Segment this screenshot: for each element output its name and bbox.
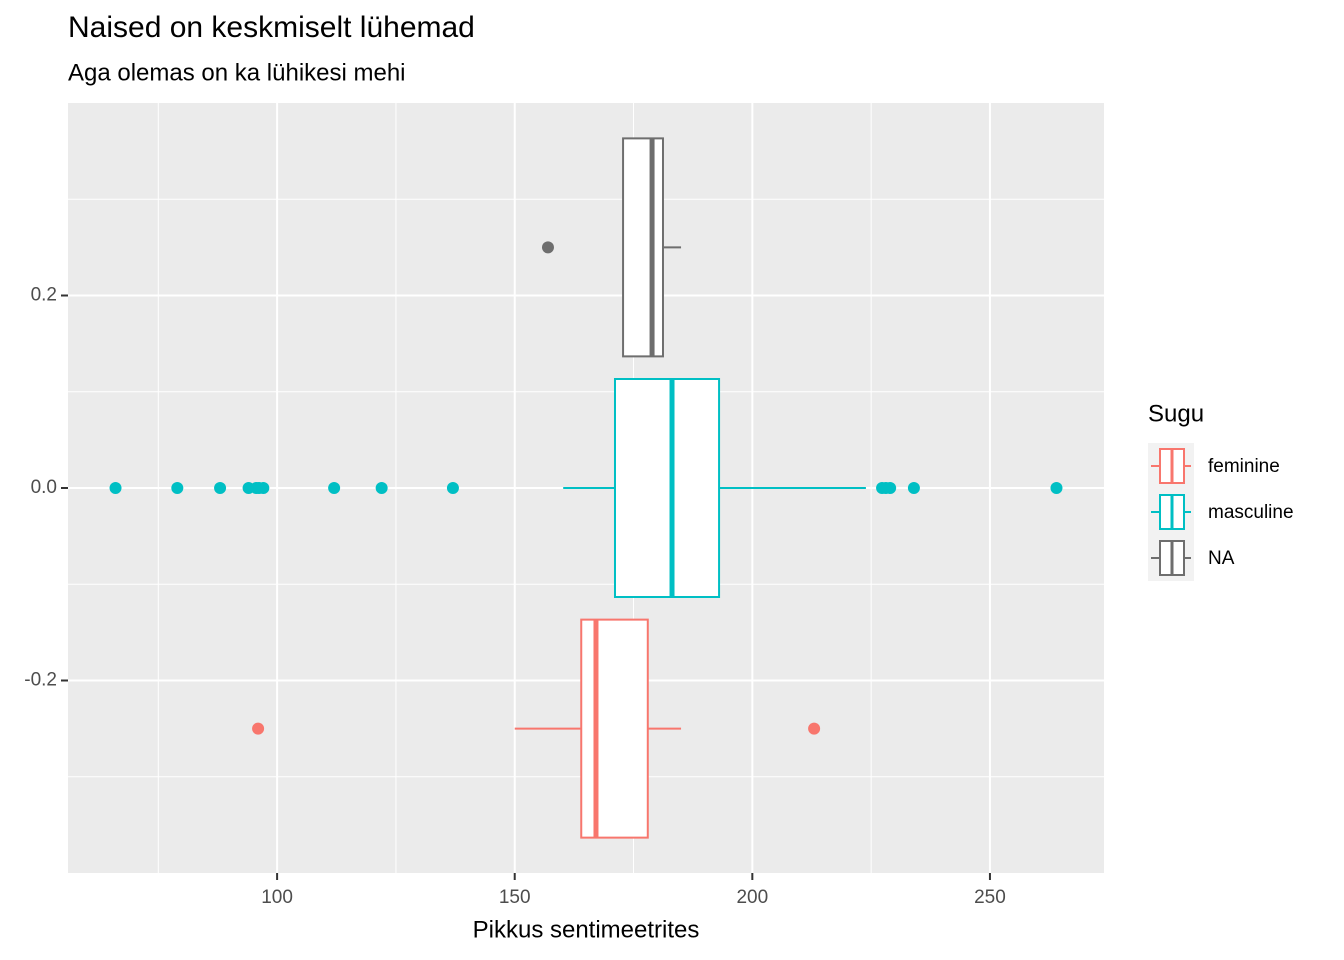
x-tick-label: 200 [736, 887, 768, 908]
y-tick-label: 0.2 [31, 285, 57, 306]
box [613, 378, 721, 598]
outlier-point [328, 482, 341, 494]
legend-title: Sugu [1148, 400, 1204, 427]
y-tick-label: 0.0 [31, 477, 57, 498]
box [622, 137, 664, 358]
outlier-point [1050, 482, 1063, 494]
legend-label: feminine [1208, 456, 1280, 477]
x-tick-label: 250 [974, 887, 1006, 908]
outlier-point [214, 482, 227, 494]
x-tick-label: 150 [499, 887, 531, 908]
x-tick-label: 100 [261, 887, 293, 908]
legend-label: NA [1208, 548, 1235, 569]
outlier-point [257, 482, 270, 494]
outlier-point [808, 722, 821, 735]
outlier-point [109, 482, 122, 494]
outlier-point [884, 482, 897, 494]
outlier-point [541, 241, 554, 254]
box [580, 618, 649, 839]
chart-subtitle: Aga olemas on ka lühikesi mehi [68, 59, 406, 86]
y-tick-label: -0.2 [24, 670, 57, 691]
outlier-point [907, 482, 920, 494]
x-axis-title: Pikkus sentimeetrites [473, 916, 700, 943]
chart-title: Naised on keskmiselt lühemad [68, 11, 475, 44]
legend-label: masculine [1208, 502, 1294, 523]
outlier-point [375, 482, 388, 494]
outlier-point [252, 722, 265, 735]
outlier-point [446, 482, 459, 494]
outlier-point [171, 482, 184, 494]
